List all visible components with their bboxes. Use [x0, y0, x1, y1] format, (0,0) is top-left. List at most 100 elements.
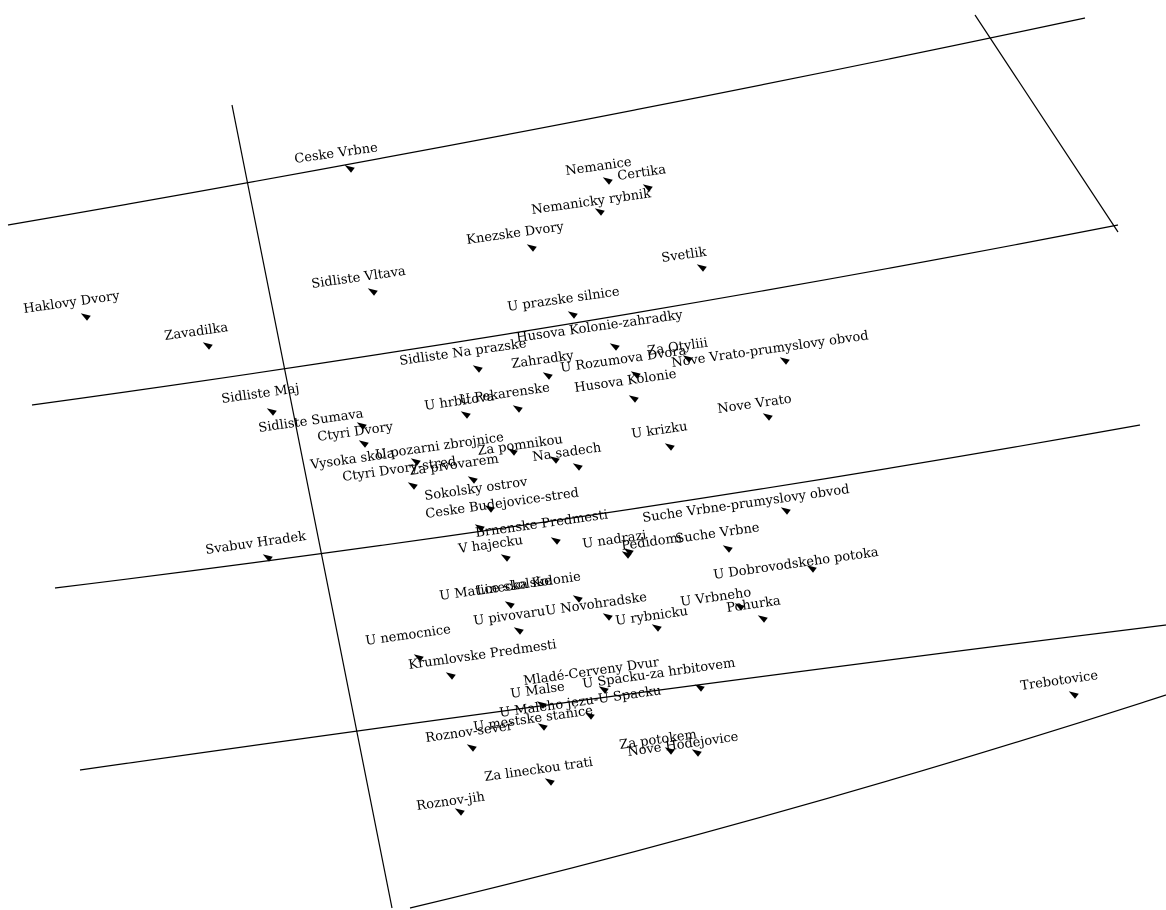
place-label: Sidliste Maj	[220, 381, 300, 407]
place-label: Sidliste Vltava	[310, 264, 406, 292]
place-marker-icon	[609, 343, 620, 351]
place-label: Roznov-jih	[415, 789, 486, 814]
place-marker-icon	[722, 545, 733, 553]
place-marker-icon	[602, 613, 613, 621]
place-label: Svabuv Hradek	[204, 529, 307, 558]
place-marker-icon	[526, 244, 537, 252]
place-label: U prazske silnice	[506, 284, 620, 315]
place-label: Svetlik	[660, 245, 707, 266]
place-marker-icon	[567, 311, 578, 319]
place-marker-icon	[358, 440, 369, 448]
place-marker-icon	[445, 672, 456, 680]
place-marker-icon	[466, 744, 477, 752]
place-label: Trebotovice	[1019, 668, 1099, 694]
place-marker-icon	[513, 627, 524, 635]
place-u-dobrovodskeho-potoka: U Dobrovodskeho potoka	[712, 545, 879, 583]
place-label: U nemocnice	[364, 622, 452, 649]
latitude-line-3	[54, 424, 1141, 589]
place-marker-icon	[584, 712, 595, 720]
place-linecka-kolonie: Linecka Kolonie	[475, 569, 583, 603]
place-label: U Pekarenske	[458, 380, 551, 408]
place-marker-icon	[410, 458, 421, 466]
place-label: U krizku	[630, 419, 688, 442]
place-knezske-dvory: Knezske Dvory	[465, 219, 565, 252]
place-label: Suche Vrbne-prumyslovy obvod	[641, 482, 850, 526]
graticule	[7, 14, 1166, 909]
place-marker-icon	[691, 749, 702, 757]
place-marker-icon	[536, 701, 547, 709]
place-zavadilka: Zavadilka	[163, 320, 229, 350]
place-marker-icon	[734, 603, 745, 611]
place-marker-icon	[367, 288, 378, 296]
place-marker-icon	[602, 177, 613, 185]
place-marker-icon	[1068, 691, 1079, 699]
place-marker-icon	[594, 208, 605, 216]
place-marker-icon	[762, 413, 773, 421]
place-marker-icon	[642, 184, 653, 192]
place-sidliste-maj: Sidliste Maj	[220, 381, 300, 416]
place-marker-icon	[512, 405, 523, 413]
place-svabuv-hradek: Svabuv Hradek	[204, 529, 307, 562]
place-marker-icon	[356, 422, 367, 430]
place-label: Suche Vrbne	[674, 520, 760, 547]
place-marker-icon	[664, 747, 675, 755]
place-label: Krumlovske Predmesti	[407, 637, 557, 673]
place-label: Nemanicky rybnik	[530, 186, 652, 218]
place-marker-icon	[651, 624, 662, 632]
place-marker-icon	[407, 482, 418, 490]
place-ceske-vrbne: Ceske Vrbne	[293, 140, 379, 173]
place-label: Husova Kolonie-zahradky	[515, 308, 684, 346]
place-marker-icon	[572, 463, 583, 471]
place-marker-icon	[549, 456, 560, 464]
place-marker-icon	[694, 684, 705, 692]
bottom-curve	[409, 694, 1166, 909]
place-marker-icon	[454, 808, 465, 816]
place-marker-icon	[474, 524, 485, 532]
place-marker-icon	[598, 686, 609, 694]
place-u-prazske-silnice: U prazske silnice	[506, 284, 621, 319]
place-nemanicky-rybnik: Nemanicky rybnik	[530, 186, 652, 218]
place-marker-icon	[682, 355, 693, 363]
place-u-rybnicku: U rybnicku	[614, 604, 689, 632]
place-marker-icon	[806, 565, 817, 573]
latitude-line-4	[79, 624, 1166, 771]
place-marker-icon	[542, 372, 553, 380]
place-marker-icon	[757, 615, 768, 623]
place-marker-icon	[80, 313, 91, 321]
place-marker-icon	[572, 595, 583, 603]
place-v-hajecku: V hajecku	[456, 533, 524, 562]
place-marker-icon	[623, 548, 634, 556]
place-marker-icon	[202, 342, 213, 350]
place-sidliste-vltava: Sidliste Vltava	[310, 264, 407, 296]
place-u-krizku: U krizku	[630, 419, 688, 451]
place-label: Roznov-sever	[424, 719, 514, 746]
place-label: Haklovy Dvory	[22, 289, 121, 317]
place-nove-vrato: Nove Vrato	[716, 392, 793, 421]
place-marker-icon	[537, 723, 548, 731]
longitude-line-1	[231, 104, 393, 909]
place-label: U pivovaru	[472, 604, 546, 629]
place-suche-vrbne-prumyslovy-obvod: Suche Vrbne-prumyslovy obvod	[641, 482, 850, 526]
place-label: Ceske Vrbne	[293, 140, 379, 167]
place-marker-icon	[413, 654, 424, 662]
place-marker-icon	[621, 551, 632, 559]
place-label: Linecka Kolonie	[475, 569, 582, 599]
place-za-lineckou-trati: Za lineckou trati	[483, 755, 594, 786]
place-marker-icon	[460, 411, 471, 419]
place-marker-icon	[472, 365, 483, 373]
place-label: Certika	[616, 162, 667, 184]
place-marker-icon	[262, 554, 273, 562]
place-svetlik: Svetlik	[660, 245, 708, 272]
place-label: V hajecku	[456, 533, 523, 557]
place-marker-icon	[779, 357, 790, 365]
place-roznov-jih: Roznov-jih	[415, 789, 486, 816]
place-haklovy-dvory: Haklovy Dvory	[22, 289, 121, 321]
place-marker-icon	[467, 476, 478, 484]
place-certika: Certika	[616, 162, 667, 192]
place-marker-icon	[628, 395, 639, 403]
place-roznov-sever: Roznov-sever	[424, 719, 514, 752]
place-label: Za lineckou trati	[483, 755, 593, 785]
place-label: Nove Vrato	[716, 392, 792, 417]
